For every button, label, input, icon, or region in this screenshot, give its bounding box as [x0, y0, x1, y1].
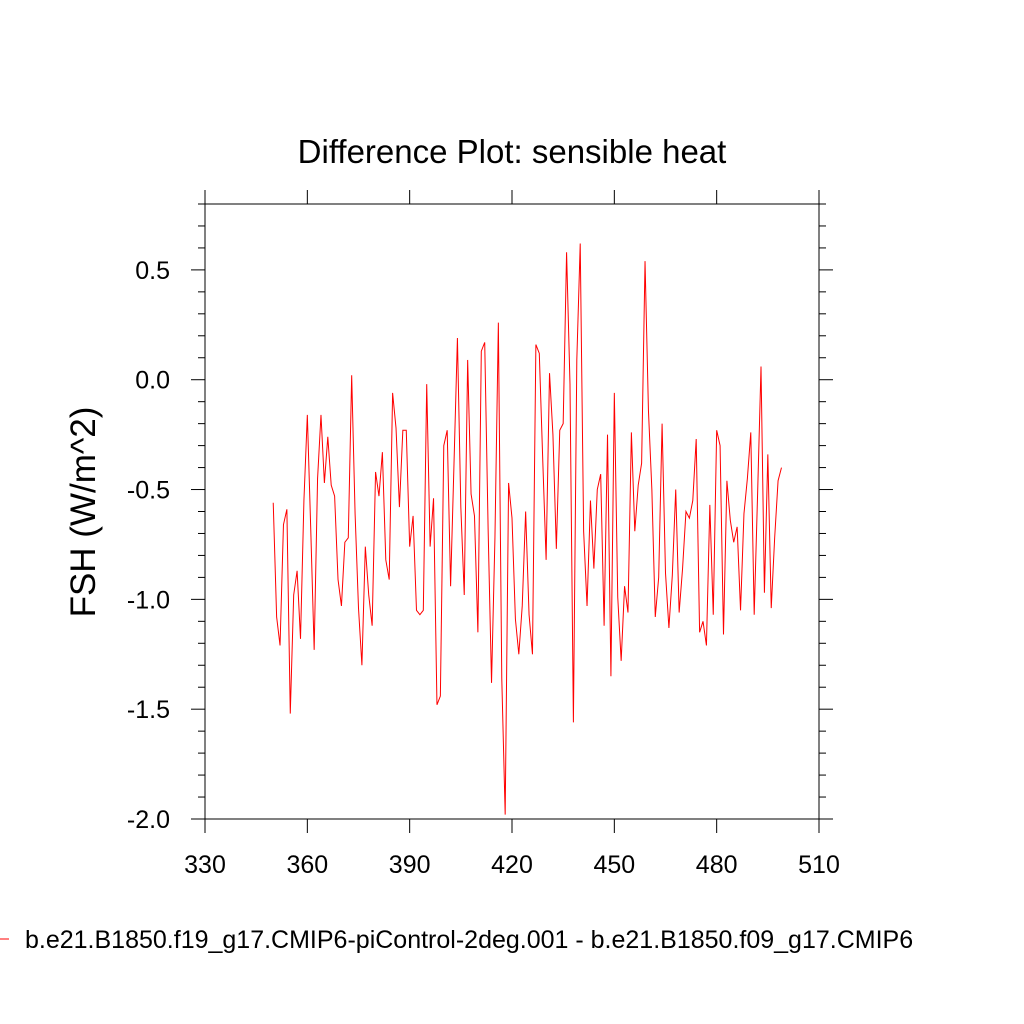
- x-tick-label: 510: [798, 851, 840, 879]
- y-tick-label: -0.5: [127, 477, 170, 505]
- x-tick-label: 480: [696, 851, 738, 879]
- x-tick-label: 360: [286, 851, 328, 879]
- y-tick-label: -2.0: [127, 806, 170, 834]
- legend-label: b.e21.B1850.f19_g17.CMIP6-piControl-2deg…: [25, 926, 913, 954]
- x-tick-label: 390: [389, 851, 431, 879]
- y-tick-label: 0.5: [135, 257, 170, 285]
- y-tick-label: -1.0: [127, 586, 170, 614]
- x-tick-label: 420: [491, 851, 533, 879]
- y-tick-labels: 0.5 0.0 -0.5 -1.0 -1.5 -2.0: [127, 257, 170, 834]
- axis-ticks: [191, 190, 833, 833]
- data-series-line: [272, 243, 782, 815]
- y-tick-label: 0.0: [135, 367, 170, 395]
- x-tick-label: 450: [593, 851, 635, 879]
- y-tick-label: -1.5: [127, 696, 170, 724]
- x-tick-label: 330: [184, 851, 226, 879]
- x-tick-labels: 330 360 390 420 450 480 510: [184, 851, 840, 879]
- chart-title: Difference Plot: sensible heat: [298, 133, 727, 170]
- y-axis-label: FSH (W/m^2): [64, 407, 103, 618]
- plot-frame: [204, 203, 820, 820]
